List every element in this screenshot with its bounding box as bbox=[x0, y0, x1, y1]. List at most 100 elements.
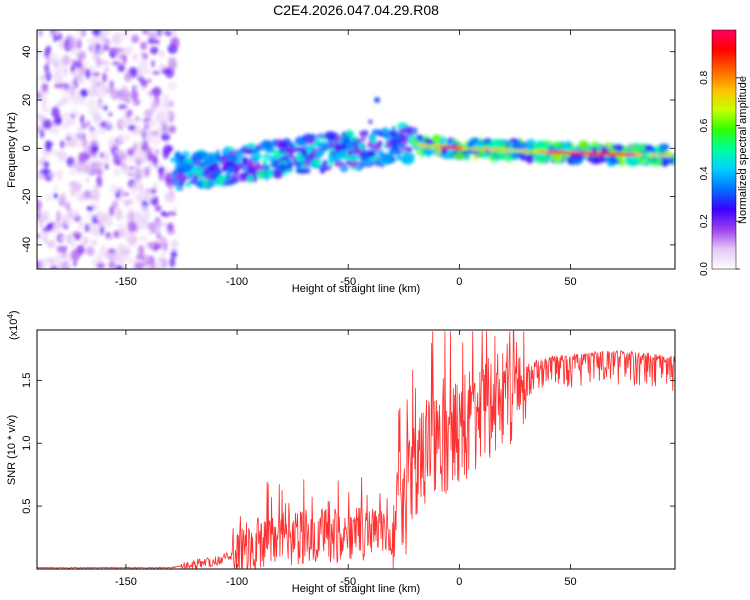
heatmap-cell bbox=[406, 146, 413, 153]
heatmap-cell bbox=[341, 143, 348, 151]
heatmap-cell bbox=[37, 233, 40, 239]
heatmap-cell bbox=[127, 221, 138, 233]
heatmap-cell bbox=[159, 236, 167, 246]
heatmap-cell bbox=[68, 213, 76, 220]
heatmap-cell bbox=[84, 60, 89, 67]
heatmap-cell bbox=[42, 119, 53, 130]
heatmap-cell bbox=[241, 156, 248, 165]
heatmap-cell bbox=[150, 153, 158, 165]
snr-x-axis-label: Height of straight line (km) bbox=[292, 583, 420, 595]
heatmap-cell bbox=[166, 222, 174, 231]
heatmap-cell bbox=[81, 92, 87, 98]
snr-x-tick-label: 50 bbox=[564, 576, 576, 588]
heatmap-cell bbox=[162, 147, 170, 160]
heatmap-cell bbox=[134, 140, 144, 147]
heatmap-cell bbox=[83, 190, 92, 199]
heatmap-cell bbox=[226, 153, 238, 163]
heatmap-cell bbox=[185, 181, 191, 188]
heatmap-cell bbox=[246, 147, 254, 155]
heatmap-cell bbox=[70, 65, 76, 73]
heatmap-cell bbox=[91, 257, 97, 268]
heatmap-cell bbox=[363, 159, 371, 166]
spectrogram-y-tick-label: 40 bbox=[21, 46, 33, 58]
heatmap-cell bbox=[84, 177, 91, 183]
heatmap-cell bbox=[278, 140, 285, 148]
heatmap-cell bbox=[138, 235, 148, 242]
heatmap-cell bbox=[41, 107, 50, 114]
heatmap-cell bbox=[108, 137, 114, 148]
colorbar-tick-label: 0.8 bbox=[699, 70, 710, 84]
snr-y-tick-label: 0.5 bbox=[21, 498, 33, 513]
snr-y-axis-label: SNR (10 * v/v) bbox=[6, 415, 18, 485]
heatmap-cell bbox=[406, 125, 414, 136]
heatmap-cell bbox=[159, 103, 164, 114]
heatmap-cell bbox=[88, 129, 98, 141]
heatmap-cell bbox=[142, 30, 149, 35]
heatmap-cell bbox=[93, 110, 100, 118]
heatmap-cell bbox=[610, 159, 620, 165]
heatmap-cell bbox=[143, 68, 151, 74]
heatmap-cell bbox=[43, 161, 50, 169]
heatmap-cell bbox=[63, 114, 74, 126]
heatmap-cell bbox=[91, 145, 99, 153]
heatmap-cell bbox=[152, 182, 158, 189]
heatmap-cell bbox=[106, 219, 113, 227]
heatmap-cell bbox=[335, 150, 342, 156]
heatmap-cell bbox=[356, 138, 362, 144]
snr-panel: -150 -100 -50 0 50 0.5 1.0 1.5 Height of straig… bbox=[6, 310, 676, 595]
heatmap-cell bbox=[504, 153, 512, 162]
heatmap-cell bbox=[498, 152, 506, 160]
heatmap-cell bbox=[421, 148, 434, 154]
heatmap-cell bbox=[102, 150, 111, 161]
snr-line bbox=[37, 330, 675, 569]
heatmap-cell bbox=[625, 157, 637, 166]
heatmap-cell bbox=[115, 264, 122, 269]
heatmap-cell bbox=[111, 47, 122, 55]
heatmap-cell bbox=[38, 30, 43, 37]
heatmap-cell bbox=[123, 30, 131, 34]
heatmap-cell bbox=[77, 220, 85, 230]
heatmap-cell bbox=[227, 166, 234, 174]
heatmap-cell bbox=[90, 161, 96, 173]
heatmap-cell bbox=[53, 83, 64, 89]
heatmap-cell bbox=[117, 32, 124, 44]
heatmap-cell bbox=[151, 100, 158, 111]
heatmap-cell bbox=[508, 141, 513, 150]
heatmap-cell bbox=[86, 206, 94, 212]
heatmap-cell bbox=[314, 150, 325, 157]
heatmap-cell bbox=[91, 214, 98, 225]
heatmap-cell bbox=[130, 90, 139, 101]
heatmap-cell bbox=[38, 218, 44, 228]
heatmap-cell bbox=[385, 140, 392, 148]
heatmap-cell bbox=[60, 236, 67, 241]
heatmap-cell bbox=[110, 88, 120, 100]
heatmap-cell bbox=[143, 146, 153, 152]
colorbar-label: Normalized spectral amplitude bbox=[737, 76, 749, 224]
heatmap-cell bbox=[272, 170, 283, 179]
heatmap-cell bbox=[86, 97, 96, 110]
heatmap-cell bbox=[62, 55, 71, 66]
heatmap-cell bbox=[69, 180, 80, 188]
heatmap-cell bbox=[192, 151, 204, 162]
heatmap-cell bbox=[119, 118, 128, 128]
snr-scale-prefix: (x10 bbox=[8, 319, 20, 340]
heatmap-cell bbox=[48, 53, 59, 64]
heatmap-cell bbox=[68, 136, 78, 148]
heatmap-cell bbox=[157, 30, 162, 38]
heatmap-cell bbox=[126, 156, 137, 163]
heatmap-cell bbox=[577, 140, 589, 150]
heatmap-cell bbox=[147, 78, 152, 83]
heatmap-cell bbox=[165, 30, 173, 37]
heatmap-cell bbox=[38, 158, 43, 165]
heatmap-cell bbox=[114, 168, 120, 174]
heatmap-cell bbox=[175, 186, 183, 192]
heatmap-cell bbox=[69, 168, 77, 176]
heatmap-cell bbox=[194, 166, 204, 173]
heatmap-cell bbox=[98, 210, 103, 220]
heatmap-cell bbox=[235, 150, 244, 157]
heatmap-cell bbox=[76, 125, 85, 137]
heatmap-cell bbox=[472, 154, 479, 161]
snr-y-tick-label: 1.5 bbox=[21, 373, 33, 388]
heatmap-cell bbox=[512, 141, 522, 150]
heatmap-cell bbox=[167, 145, 174, 152]
